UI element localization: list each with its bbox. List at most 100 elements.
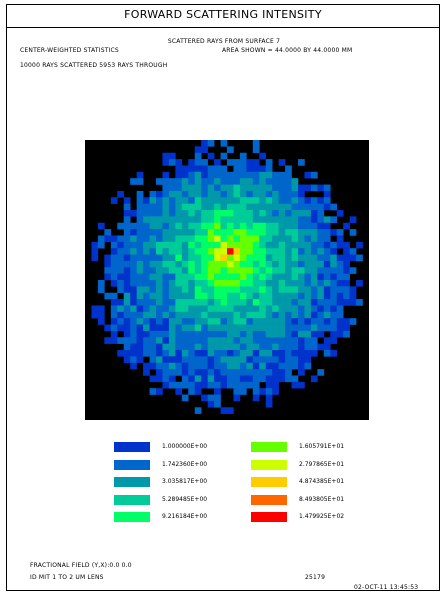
heatmap-cell [194,381,202,389]
heatmap-cell [162,324,170,332]
heatmap-cell [278,369,286,376]
heatmap-cell [168,210,176,217]
heatmap-cell [162,356,170,364]
heatmap-cell [227,356,234,364]
heatmap-cell [278,210,286,217]
heatmap-cell [214,178,221,185]
heatmap-cell [259,171,267,179]
heatmap-cell [291,343,299,351]
heatmap-cell [233,216,241,224]
legend-label: 1.000000E+00 [162,443,208,450]
heatmap-cell [194,324,202,332]
heatmap-cell [304,203,312,211]
heatmap-cell [117,318,125,325]
heatmap-cell [285,267,292,274]
heatmap-cell [201,229,208,236]
heatmap-cell [130,229,137,236]
heatmap-cell [285,184,292,192]
heatmap-cell [239,171,247,179]
heatmap-cell [188,241,196,249]
heatmap-cell [239,178,247,185]
heatmap-cell [143,330,150,338]
heatmap-cell [278,254,286,262]
heatmap-cell [207,248,215,255]
heatmap-cell [188,197,196,204]
statistics-label: CENTER-WEIGHTED STATISTICS [20,47,119,54]
heatmap-cell [188,330,196,338]
heatmap-cell [181,273,189,281]
heatmap-cell [201,324,208,332]
heatmap-cell [291,273,299,281]
heatmap-cell [317,254,325,262]
heatmap-cell [304,286,312,294]
heatmap-cell [162,381,170,389]
heatmap-cell [227,190,234,198]
heatmap-cell [194,388,202,395]
heatmap-cell [207,210,215,217]
heatmap-cell [252,362,260,370]
heatmap-cell [201,273,208,281]
heatmap-cell [233,235,241,243]
heatmap-cell [220,350,228,357]
heatmap-cell [214,292,221,300]
heatmap-cell [143,241,150,249]
heatmap-cell [349,267,357,274]
heatmap-cell [291,210,299,217]
fractional-field-label: FRACTIONAL FIELD (Y,X):0.0 0.0 [30,562,132,569]
heatmap-cell [298,381,305,389]
legend-label: 9.216184E+00 [162,513,208,520]
heatmap-cell [317,305,325,313]
heatmap-cell [343,260,350,268]
heatmap-cell [97,235,105,243]
heatmap-cell [246,254,254,262]
heatmap-cell [168,286,176,294]
heatmap-cell [207,337,215,344]
heatmap-cell [194,343,202,351]
heatmap-cell [272,260,279,268]
heatmap-cell [130,305,137,313]
heatmap-cell [304,305,312,313]
heatmap-cell [110,260,118,268]
heatmap-cell [291,254,299,262]
heatmap-cell [201,381,208,389]
heatmap-cell [175,292,183,300]
legend-swatch [114,494,150,505]
heatmap-cell [175,159,183,166]
heatmap-cell [117,235,125,243]
heatmap-cell [323,267,331,274]
heatmap-cell [207,140,215,147]
heatmap-cell [201,362,208,370]
heatmap-cell [175,203,183,211]
heatmap-cell [227,241,234,249]
heatmap-cell [278,318,286,325]
heatmap-cell [156,299,163,306]
heatmap-cell [259,165,267,173]
heatmap-cell [310,311,318,319]
heatmap-cell [233,375,241,383]
heatmap-cell [291,330,299,338]
heatmap-cell [252,318,260,325]
heatmap-cell [336,299,344,306]
heatmap-cell [162,254,170,262]
heatmap-cell [136,280,144,287]
heatmap-cell [194,286,202,294]
heatmap-cell [343,222,350,230]
heatmap-cell [188,260,196,268]
heatmap-cell [149,330,157,338]
heatmap-cell [317,292,325,300]
heatmap-cell [252,273,260,281]
heatmap-cell [265,267,273,274]
heatmap-cell [272,292,279,300]
heatmap-cell [252,254,260,262]
heatmap-cell [233,311,241,319]
heatmap-cell [168,362,176,370]
heatmap-cell [246,330,254,338]
heatmap-cell [227,280,234,287]
heatmap-cell [278,241,286,249]
heatmap-cell [298,273,305,281]
heatmap-cell [91,254,99,262]
heatmap-cell [143,343,150,351]
heatmap-cell [278,229,286,236]
heatmap-cell [162,216,170,224]
heatmap-cell [239,356,247,364]
